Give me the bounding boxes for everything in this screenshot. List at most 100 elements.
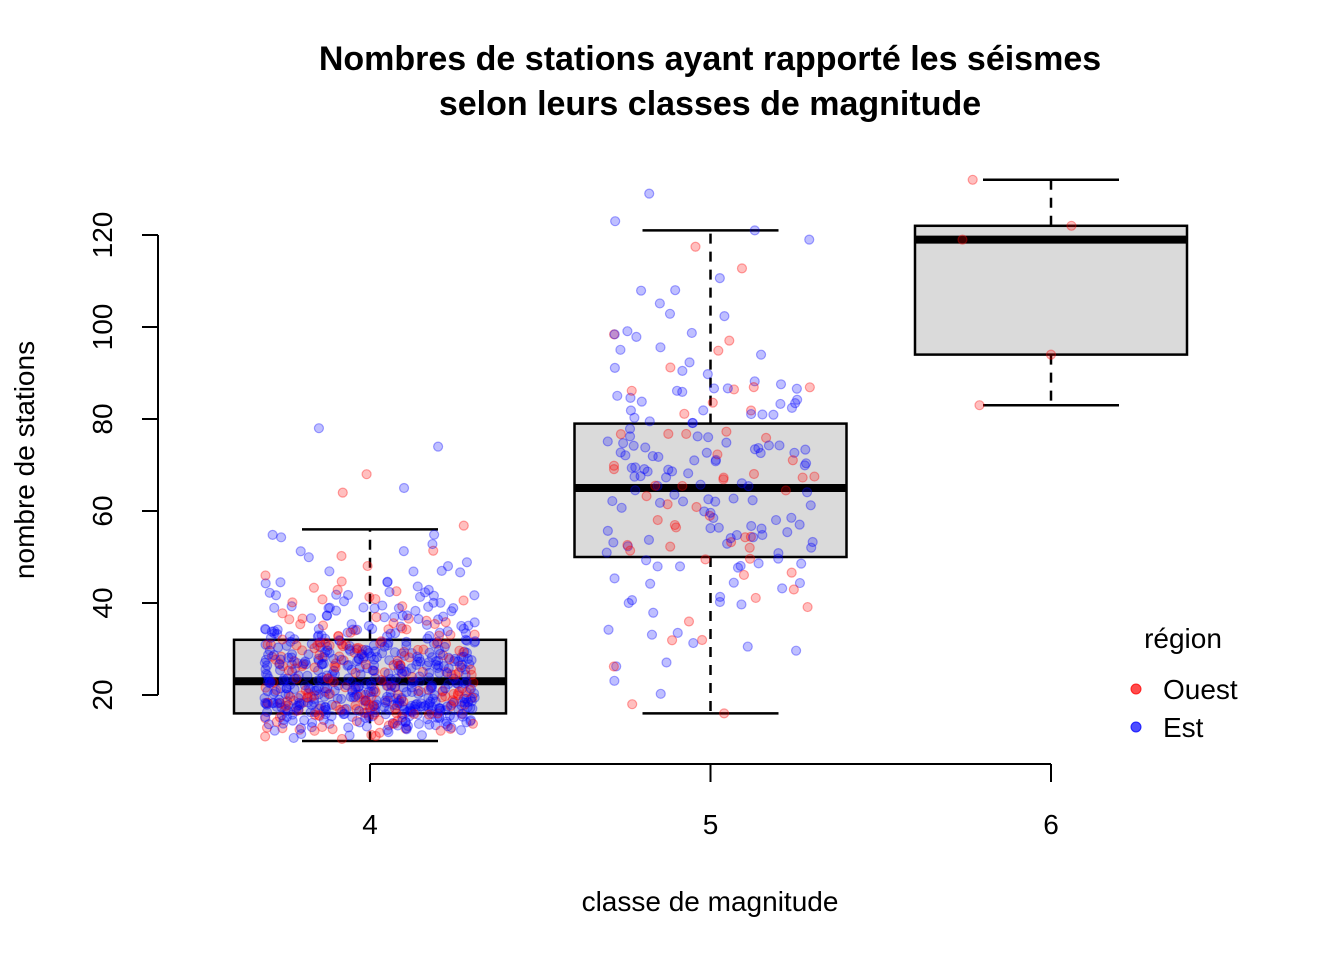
data-point-class-4	[340, 682, 351, 693]
data-point-class-4	[259, 657, 270, 668]
data-point-class-4	[283, 699, 294, 711]
data-point-class-5	[700, 554, 711, 565]
data-point-class-4	[418, 701, 429, 712]
data-point-class-4	[320, 637, 331, 648]
data-point-class-4	[269, 602, 280, 613]
data-point-class-4	[277, 661, 289, 672]
data-point-class-5	[629, 412, 640, 423]
data-point-class-5	[669, 519, 680, 531]
data-point-class-4	[394, 698, 405, 709]
data-point-class-4	[260, 639, 271, 650]
data-point-class-4	[452, 688, 463, 699]
data-point-class-4	[314, 649, 325, 660]
data-point-class-4	[317, 620, 329, 631]
data-point-class-4	[465, 702, 476, 714]
data-point-class-4	[363, 699, 375, 711]
data-point-class-4	[426, 702, 438, 713]
data-point-class-4	[392, 658, 403, 669]
data-point-class-4	[385, 687, 396, 698]
data-point-class-4	[362, 560, 373, 572]
data-point-class-4	[400, 716, 411, 728]
data-point-class-5	[756, 523, 767, 534]
data-point-class-4	[436, 565, 447, 576]
data-point-class-5	[609, 675, 620, 686]
data-point-class-4	[336, 550, 347, 562]
data-point-class-4	[398, 704, 410, 715]
data-point-class-4	[330, 662, 341, 673]
box-class-6	[913, 224, 1189, 356]
data-point-class-4	[380, 697, 391, 708]
data-point-class-4	[346, 664, 357, 675]
data-point-class-4	[397, 601, 408, 612]
data-point-10	[719, 708, 730, 719]
data-point-class-4	[466, 654, 477, 666]
data-point-class-4	[406, 663, 417, 674]
data-point-class-4	[363, 712, 374, 723]
data-point-class-5	[732, 562, 744, 573]
data-point-class-4	[419, 587, 431, 598]
data-point-class-4	[290, 702, 302, 713]
data-point-class-5	[609, 362, 620, 373]
data-point-class-4	[358, 653, 369, 664]
data-point-class-5	[773, 553, 784, 564]
data-point-class-4	[272, 698, 283, 709]
data-point-class-4	[458, 693, 470, 704]
data-point-class-4	[397, 715, 408, 726]
data-point-class-5	[789, 447, 800, 458]
data-point-class-5	[602, 436, 613, 447]
data-point-class-5	[775, 398, 786, 410]
data-point-class-4	[462, 702, 473, 713]
data-point-class-4	[318, 705, 329, 716]
data-point-class-4	[414, 591, 426, 603]
data-point-class-4	[422, 633, 433, 644]
data-point-class-5	[728, 577, 739, 588]
data-point-class-4	[328, 676, 339, 688]
data-point-class-4	[296, 728, 307, 740]
data-point-class-4	[368, 654, 380, 665]
data-point-class-4	[354, 717, 365, 728]
data-point-class-5	[687, 417, 698, 429]
data-point-class-5	[601, 547, 612, 558]
data-point-class-4	[329, 669, 340, 680]
data-point-class-4	[412, 651, 423, 662]
data-point-class-4	[313, 623, 324, 635]
data-point-class-4	[361, 695, 372, 707]
data-point-class-4	[299, 680, 311, 691]
data-point-class-4	[383, 704, 395, 715]
data-point-class-4	[329, 660, 340, 672]
data-point-class-4	[376, 674, 387, 686]
data-point-class-4	[432, 708, 443, 719]
data-point-class-4	[263, 673, 274, 684]
data-point-class-4	[389, 647, 400, 658]
data-point-class-4	[428, 638, 440, 649]
data-point-class-5	[624, 423, 636, 434]
data-point-class-4	[382, 576, 393, 587]
data-point-class-5	[642, 466, 653, 477]
data-point-class-4	[268, 650, 280, 661]
data-point-class-4	[401, 723, 412, 734]
data-point-class-4	[429, 689, 440, 701]
data-point-class-4	[342, 627, 353, 638]
data-point-class-5	[768, 409, 779, 420]
data-point-class-4	[308, 697, 320, 708]
data-point-class-4	[396, 668, 407, 679]
data-point-class-4	[284, 631, 295, 642]
data-point-class-4	[397, 708, 408, 720]
data-point-class-5	[753, 558, 764, 569]
data-point-class-4	[413, 688, 424, 699]
data-point-class-4	[406, 682, 417, 693]
data-point-class-5	[728, 493, 739, 504]
data-point-class-4	[383, 727, 394, 738]
data-point-class-4	[360, 695, 371, 706]
data-point-class-4	[285, 636, 296, 647]
data-point-class-4	[413, 685, 424, 697]
data-point-class-5	[635, 471, 646, 482]
data-point-class-5	[661, 657, 672, 668]
data-point-class-4	[317, 721, 328, 733]
data-point-class-4	[432, 636, 443, 647]
data-point-class-4	[467, 692, 478, 703]
data-point-class-5	[746, 408, 757, 420]
data-point-class-4	[269, 725, 280, 736]
data-point-class-5	[749, 376, 760, 387]
data-point-class-5	[790, 398, 801, 409]
